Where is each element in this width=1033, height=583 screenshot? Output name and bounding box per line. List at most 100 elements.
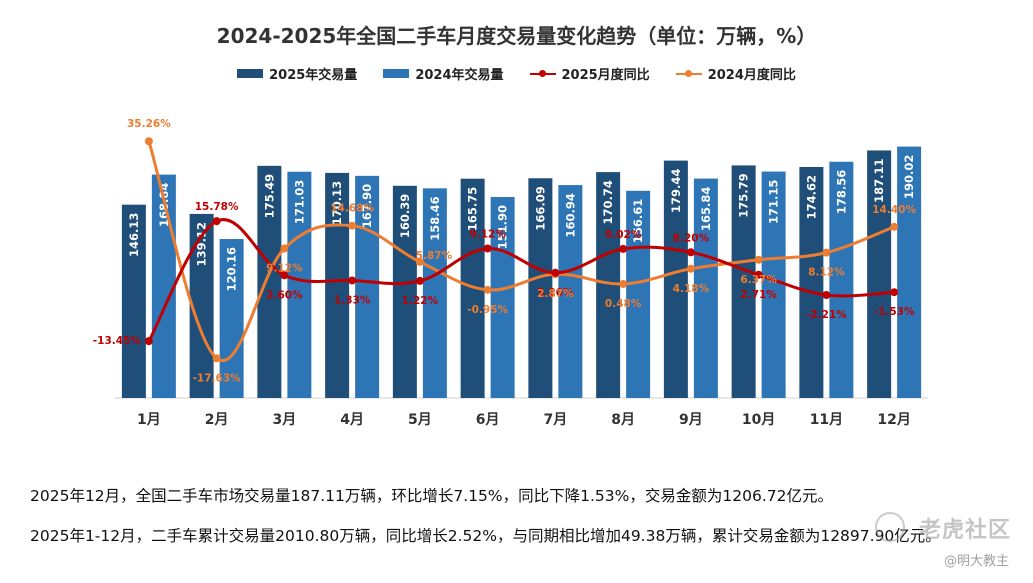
line-label-2024-10: 6.37%: [740, 274, 777, 286]
bar-2024-3: [287, 171, 312, 398]
legend-item-2025-yoy: 2025月度同比: [529, 64, 650, 83]
point-2024-11: [822, 248, 831, 257]
line-label-2025-1: -13.45%: [93, 335, 142, 347]
point-2025-6: [483, 244, 492, 253]
point-2024-4: [348, 221, 357, 230]
note-monthly-summary: 2025年12月，全国二手车市场交易量187.11万辆，环比增长7.15%，同比…: [30, 487, 833, 505]
line-label-2024-6: -0.95%: [467, 304, 508, 316]
line-label-2024-5: 5.87%: [416, 250, 453, 262]
x-tick-label-3: 3月: [273, 412, 297, 428]
bar-label-2025-8: 170.74: [601, 180, 615, 224]
line-label-2024-3: 9.12%: [266, 263, 303, 275]
line-label-2024-8: 0.48%: [605, 298, 642, 310]
line-label-2025-11: -2.21%: [806, 309, 847, 321]
point-2025-8: [619, 244, 628, 253]
bar-label-2025-7: 166.09: [533, 186, 547, 230]
watermark-author: @明大教主: [943, 554, 1009, 569]
bar-2024-6: [490, 197, 515, 398]
legend-label-2024-yoy: 2024月度同比: [707, 68, 796, 83]
line-label-2025-3: 2.60%: [266, 289, 303, 301]
point-2025-2: [212, 217, 221, 226]
bar-label-2024-7: 160.94: [563, 193, 577, 237]
point-2025-10: [754, 270, 763, 279]
bar-label-2025-3: 175.49: [262, 174, 276, 218]
note-annual-summary: 2025年1-12月，二手车累计交易量2010.80万辆，同比增长2.52%，与…: [30, 527, 941, 545]
bar-label-2025-11: 174.62: [804, 175, 818, 219]
legend: 2025年交易量 2024年交易量 2025月度同比 2024月度同比: [0, 64, 1033, 83]
bar-label-2024-6: 151.90: [496, 205, 510, 249]
point-2024-3: [280, 244, 289, 253]
legend-item-2024-volume: 2024年交易量: [383, 64, 504, 83]
x-tick-label-8: 8月: [611, 412, 635, 428]
bar-2025-5: [392, 185, 417, 398]
x-tick-label-5: 5月: [408, 412, 432, 428]
bar-2025-10: [731, 165, 756, 398]
x-tick-label-7: 7月: [544, 412, 568, 428]
bar-label-2024-11: 178.56: [834, 170, 848, 214]
point-2024-12: [890, 222, 899, 231]
bar-label-2024-12: 190.02: [902, 155, 916, 199]
line-label-2025-10: 2.71%: [740, 289, 777, 301]
watermark-logo-icon: [875, 512, 905, 542]
bar-2025-9: [663, 160, 688, 398]
x-tick-label-11: 11月: [810, 412, 843, 428]
bar-label-2025-12: 187.11: [872, 158, 886, 202]
line-label-2025-9: 8.20%: [673, 232, 710, 244]
legend-label-2025-volume: 2025年交易量: [269, 68, 358, 83]
x-tick-label-9: 9月: [679, 412, 703, 428]
point-2025-7: [551, 268, 560, 277]
x-tick-label-1: 1月: [137, 412, 161, 428]
bar-2025-7: [528, 178, 553, 398]
bar-label-2024-10: 171.15: [767, 180, 781, 224]
bar-2024-11: [829, 161, 854, 398]
x-tick-label-4: 4月: [340, 412, 364, 428]
point-2025-3: [280, 271, 289, 280]
line-label-2025-2: 15.78%: [195, 201, 239, 213]
line-label-2025-8: 9.02%: [605, 229, 642, 241]
bar-label-2025-10: 175.79: [737, 173, 751, 217]
line-label-2024-11: 8.12%: [808, 267, 845, 279]
legend-swatch-2025-volume: [237, 69, 264, 78]
legend-item-2024-yoy: 2024月度同比: [675, 64, 796, 83]
bar-2024-7: [558, 185, 583, 398]
bar-2025-1: [121, 204, 146, 398]
bar-label-2024-3: 171.03: [292, 180, 306, 224]
legend-item-2025-volume: 2025年交易量: [237, 64, 357, 83]
bar-label-2024-4: 167.90: [360, 184, 374, 228]
bar-label-2024-8: 156.61: [631, 199, 645, 243]
bar-label-2024-2: 120.16: [225, 247, 239, 291]
point-2024-5: [415, 257, 424, 266]
line-label-2024-12: 14.40%: [872, 204, 916, 216]
line-label-2024-9: 4.18%: [673, 283, 710, 295]
bar-label-2025-1: 146.13: [127, 213, 141, 257]
point-2024-2: [212, 354, 221, 363]
chart-title: 2024-2025年全国二手车月度交易量变化趋势（单位：万辆，%）: [216, 24, 817, 48]
bar-2025-12: [867, 150, 892, 398]
legend-label-2024-volume: 2024年交易量: [415, 68, 504, 83]
point-2025-4: [348, 276, 357, 285]
bar-2024-5: [422, 188, 447, 398]
bar-2025-11: [799, 166, 824, 398]
point-2025-5: [415, 276, 424, 285]
line-label-2025-12: -1.53%: [874, 306, 915, 318]
legend-swatch-2024-yoy: [675, 69, 702, 78]
bar-label-2024-9: 165.84: [699, 187, 713, 231]
line-label-2024-2: -17.63%: [193, 372, 242, 384]
bar-label-2024-5: 158.46: [428, 196, 442, 240]
line-label-2024-1: 35.26%: [127, 118, 171, 130]
bar-label-2025-4: 170.13: [330, 181, 344, 225]
bar-2024-2: [219, 239, 244, 398]
bar-2024-4: [355, 175, 380, 398]
line-label-2024-4: 14.68%: [330, 203, 374, 215]
legend-swatch-2025-yoy: [529, 69, 556, 78]
line-label-2025-6: 9.12%: [469, 229, 506, 241]
x-tick-label-10: 10月: [742, 412, 775, 428]
line-label-2025-5: 1.22%: [402, 295, 439, 307]
point-2025-1: [144, 337, 153, 346]
point-2024-1: [144, 137, 153, 146]
line-label-2025-7: 3.20%: [537, 287, 574, 299]
bar-2024-12: [897, 146, 922, 398]
legend-swatch-2024-volume: [383, 69, 410, 78]
bar-2025-4: [325, 172, 350, 398]
bar-label-2025-5: 160.39: [398, 194, 412, 238]
